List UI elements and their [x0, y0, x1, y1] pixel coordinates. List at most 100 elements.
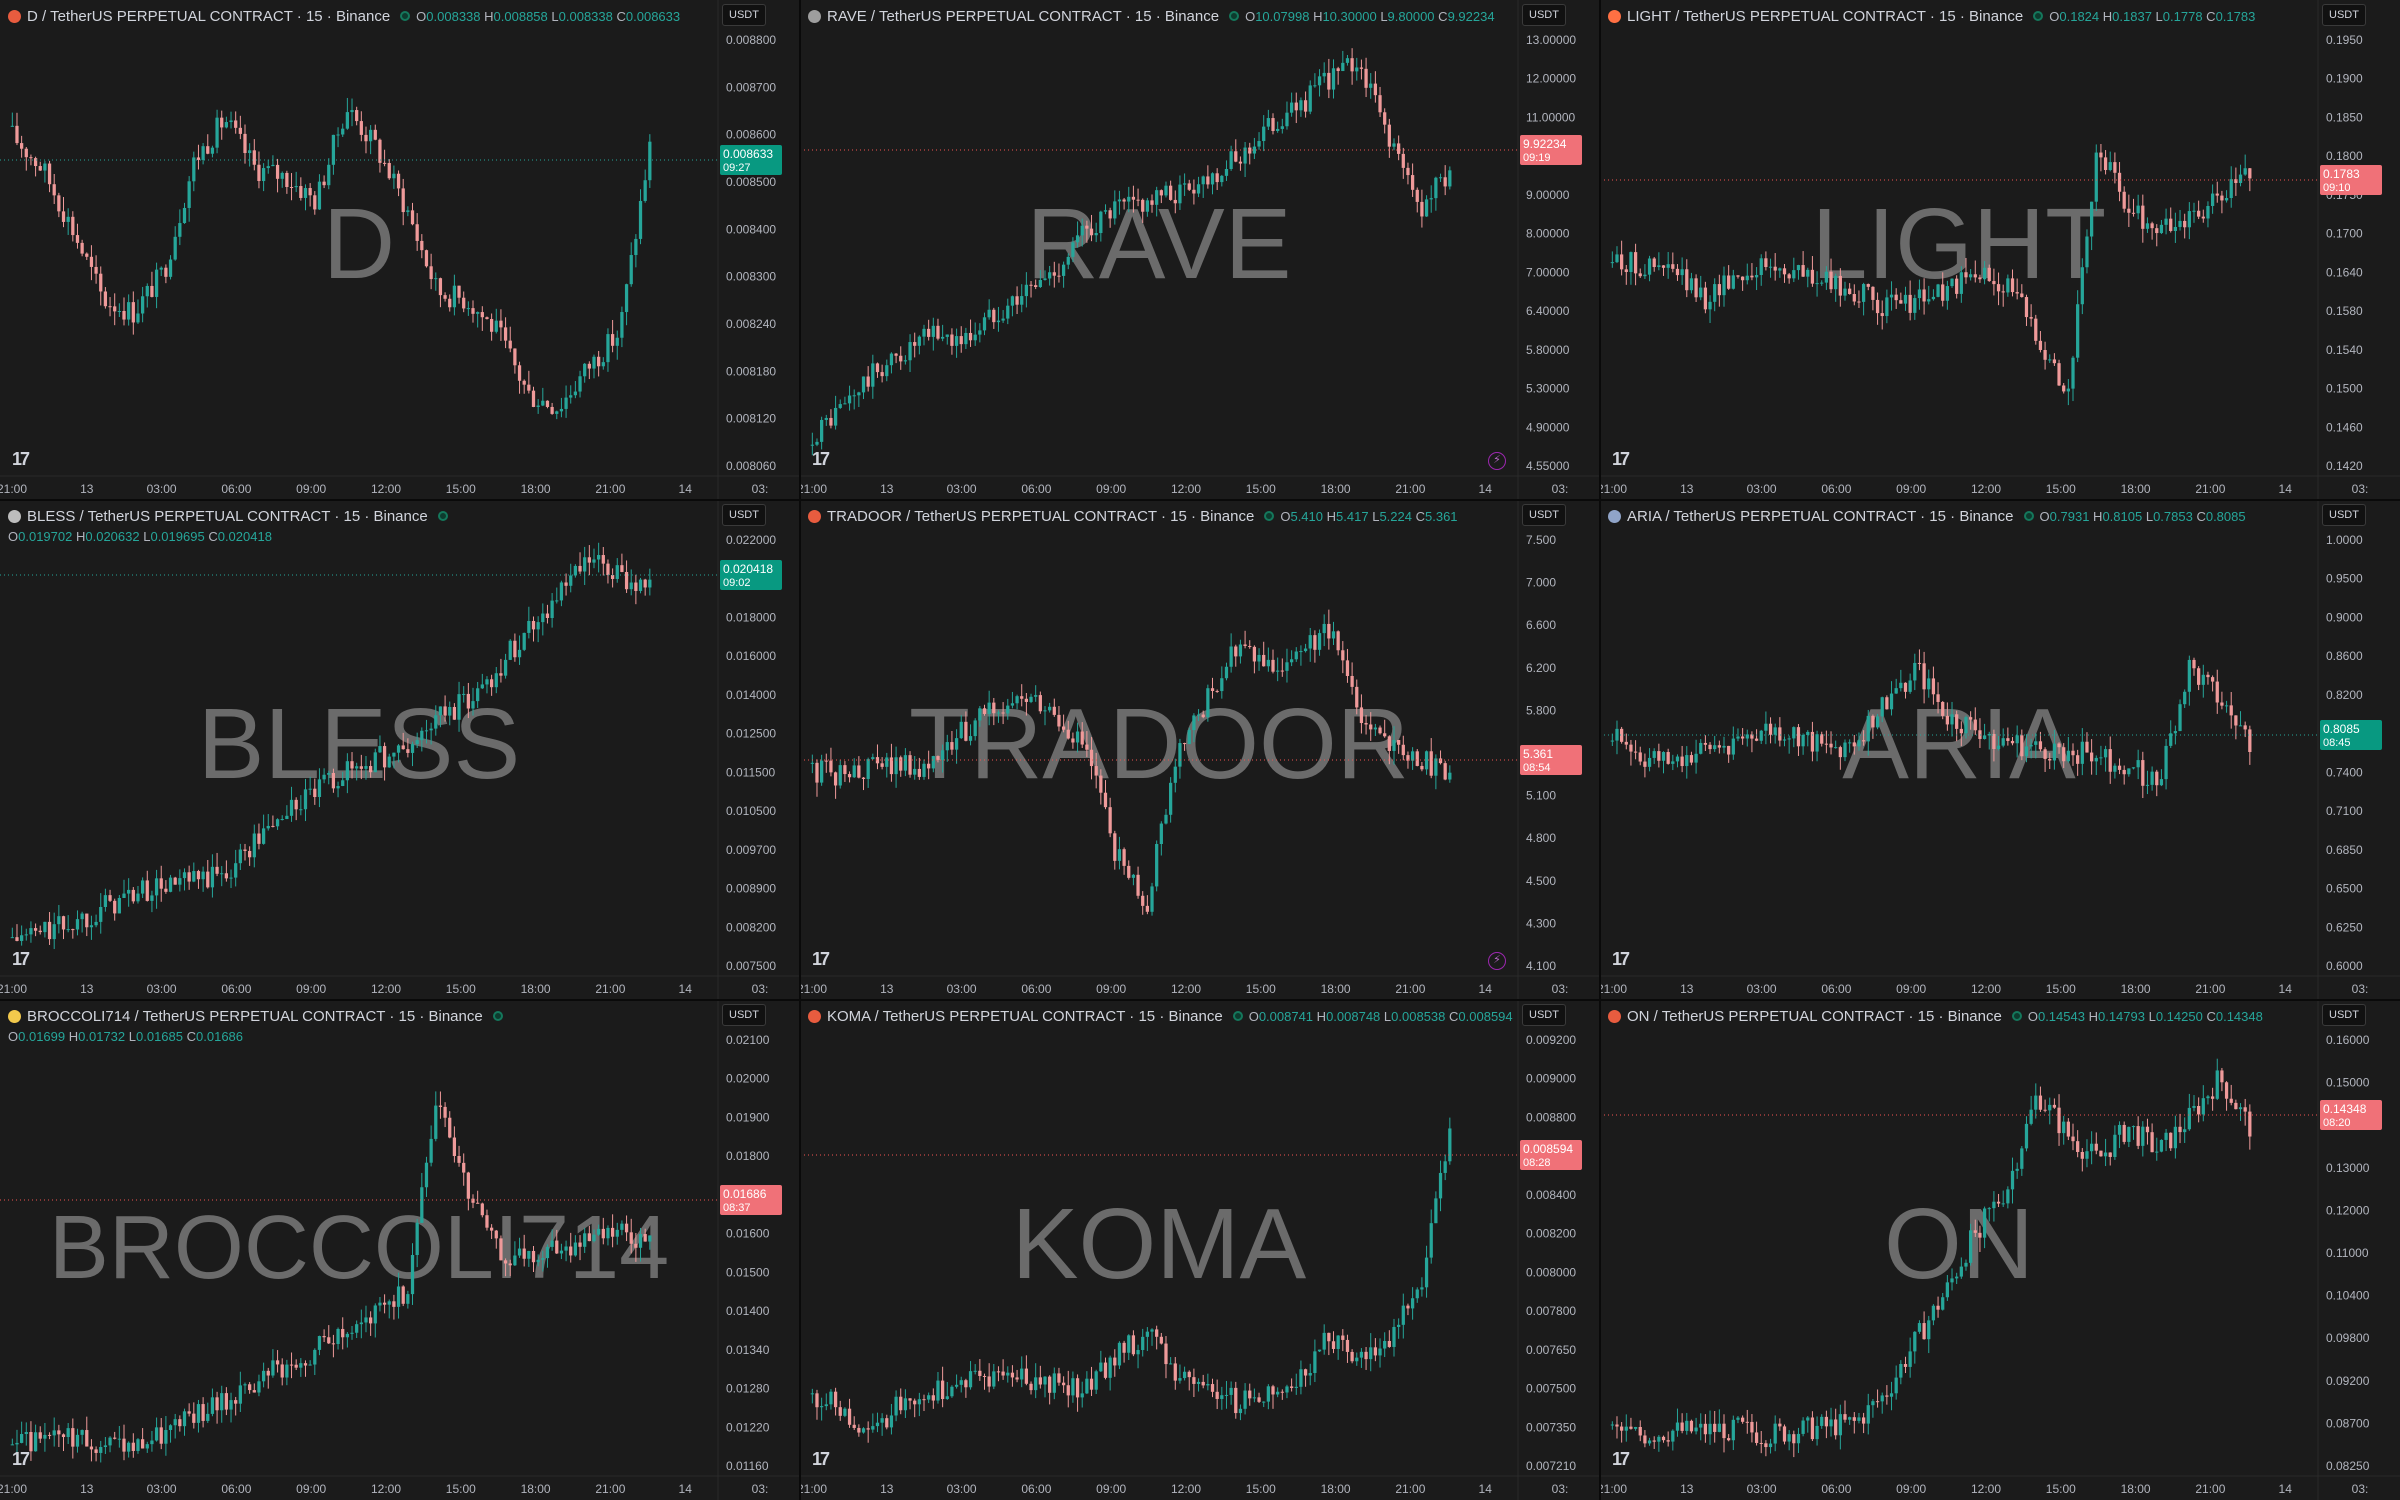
tradingview-logo-icon[interactable]: 17 [1612, 949, 1630, 969]
chart-panel-rave[interactable]: RAVE13.0000012.0000011.0000010.000009.00… [800, 0, 1600, 500]
candle [2043, 341, 2047, 370]
time-tick-label: 21:00 [1395, 482, 1425, 496]
candlestick-chart[interactable]: BLESS0.0220000.0200000.0180000.0160000.0… [0, 500, 800, 1000]
chart-panel-broccoli714[interactable]: BROCCOLI714 0.02100 0.02000 0.01900 0.01800 0… [0, 1000, 800, 1500]
price-tick-label: 5.800 [1526, 703, 1556, 717]
candlestick-chart[interactable]: BROCCOLI7140.021000.020000.019000.018000… [0, 1000, 800, 1500]
chart-header[interactable]: RAVE / TetherUS PERPETUAL CONTRACT · 15 … [808, 7, 1495, 25]
lightning-icon[interactable]: ⚡ [1488, 952, 1506, 970]
candle [1299, 1360, 1303, 1395]
candle [1308, 80, 1312, 115]
candle [15, 112, 19, 146]
currency-selector[interactable]: USDT [2322, 504, 2366, 526]
candlestick-chart[interactable]: ARIA1.00000.95000.90000.86000.82000.7800… [1600, 500, 2400, 1000]
time-tick-label: 21:00 [595, 482, 625, 496]
price-tick-label: 0.8600 [2326, 649, 2363, 663]
chart-panel-bless[interactable]: BLESS0.0220000.0200000.0180000.0160000.0… [0, 500, 800, 1000]
symbol-title[interactable]: D / TetherUS PERPETUAL CONTRACT · 15 · B… [27, 7, 391, 25]
ohlc-l: L0.008538 [1383, 1008, 1446, 1024]
currency-selector[interactable]: USDT [722, 504, 766, 526]
candle [1964, 1259, 1968, 1271]
candle [1155, 1325, 1159, 1350]
candlestick-chart[interactable]: D0.0088000.0087000.0086000.0085000.00840… [0, 0, 800, 500]
currency-selector[interactable]: USDT [2322, 4, 2366, 26]
chart-header[interactable]: ON / TetherUS PERPETUAL CONTRACT · 15 · … [1608, 1007, 2263, 1025]
symbol-title[interactable]: RAVE / TetherUS PERPETUAL CONTRACT · 15 … [827, 7, 1220, 25]
candle [1038, 691, 1042, 714]
candle [457, 1145, 461, 1167]
symbol-title[interactable]: ARIA / TetherUS PERPETUAL CONTRACT · 15 … [1627, 507, 2014, 525]
candle [75, 910, 80, 936]
chart-header[interactable]: BLESS / TetherUS PERPETUAL CONTRACT · 15… [8, 507, 448, 525]
currency-selector[interactable]: USDT [1522, 1004, 1566, 1026]
panel-divider[interactable] [0, 499, 2400, 501]
tradingview-logo-icon[interactable]: 17 [812, 949, 830, 969]
chart-header[interactable]: LIGHT / TetherUS PERPETUAL CONTRACT · 15… [1608, 7, 2255, 25]
chart-panel-aria[interactable]: ARIA1.00000.95000.90000.86000.82000.7800… [1600, 500, 2400, 1000]
symbol-title[interactable]: KOMA / TetherUS PERPETUAL CONTRACT · 15 … [827, 1007, 1223, 1025]
candle [940, 324, 945, 342]
candle [1815, 271, 1819, 297]
candle [331, 134, 336, 175]
panel-divider[interactable] [799, 0, 801, 1500]
candle [1796, 1427, 1801, 1453]
candlestick-chart[interactable]: RAVE13.0000012.0000011.0000010.000009.00… [800, 0, 1600, 500]
symbol-title[interactable]: LIGHT / TetherUS PERPETUAL CONTRACT · 15… [1627, 7, 2024, 25]
tradingview-logo-icon[interactable]: 17 [812, 1449, 830, 1469]
currency-selector[interactable]: USDT [2322, 1004, 2366, 1026]
chart-panel-tradoor[interactable]: TRADOOR7.5007.0006.6006.2005.8005.4005.1… [800, 500, 1600, 1000]
chart-header[interactable]: TRADOOR / TetherUS PERPETUAL CONTRACT · … [808, 507, 1458, 525]
bar-countdown: 09:19 [1523, 152, 1551, 164]
tradingview-logo-icon[interactable]: 17 [12, 1449, 30, 1469]
tradingview-logo-icon[interactable]: 17 [1612, 449, 1630, 469]
panel-divider[interactable] [1599, 0, 1601, 1500]
chart-header[interactable]: D / TetherUS PERPETUAL CONTRACT · 15 · B… [8, 7, 680, 25]
candle [2071, 355, 2075, 402]
candle [1703, 735, 1708, 752]
symbol-title[interactable]: BLESS / TetherUS PERPETUAL CONTRACT · 15… [27, 507, 428, 525]
symbol-title[interactable]: BROCCOLI714 / TetherUS PERPETUAL CONTRAC… [27, 1007, 483, 1025]
time-tick-label: 14 [679, 1482, 693, 1496]
tradingview-logo-icon[interactable]: 17 [12, 449, 30, 469]
candle [1434, 754, 1438, 790]
candle [406, 206, 410, 217]
chart-header[interactable]: BROCCOLI714 / TetherUS PERPETUAL CONTRAC… [8, 1007, 503, 1025]
candle [1787, 272, 1791, 284]
time-tick-label: 09:00 [296, 482, 326, 496]
candle [1057, 706, 1061, 732]
time-tick-label: 03:00 [947, 482, 977, 496]
candle [2150, 1123, 2154, 1153]
chart-panel-koma[interactable]: KOMA0.0092000.0090000.0088000.0086000.00… [800, 1000, 1600, 1500]
candlestick-chart[interactable]: ON0.160000.150000.140000.130000.120000.1… [1600, 1000, 2400, 1500]
candlestick-chart[interactable]: KOMA0.0092000.0090000.0088000.0086000.00… [800, 1000, 1600, 1500]
candlestick-chart[interactable]: TRADOOR7.5007.0006.6006.2005.8005.4005.1… [800, 500, 1600, 1000]
currency-selector[interactable]: USDT [722, 4, 766, 26]
candle [573, 381, 578, 399]
candle [1866, 1393, 1870, 1435]
candle [1689, 751, 1694, 766]
currency-selector[interactable]: USDT [722, 1004, 766, 1026]
candle [1364, 57, 1368, 98]
candle [1731, 726, 1735, 760]
currency-selector[interactable]: USDT [1522, 504, 1566, 526]
candle [899, 346, 903, 370]
candle [1266, 1384, 1270, 1410]
chart-panel-on[interactable]: ON0.160000.150000.140000.130000.120000.1… [1600, 1000, 2400, 1500]
chart-panel-d[interactable]: D 0.008800 0.008700 0.008600 0.008500 0.00840… [0, 0, 800, 500]
candle [1443, 1154, 1447, 1181]
chart-panel-light[interactable]: LIGHT0.19500.19000.18500.18000.17500.170… [1600, 0, 2400, 500]
currency-selector[interactable]: USDT [1522, 4, 1566, 26]
symbol-title[interactable]: TRADOOR / TetherUS PERPETUAL CONTRACT · … [827, 507, 1255, 525]
lightning-icon[interactable]: ⚡ [1488, 452, 1506, 470]
candle [1889, 681, 1894, 716]
tradingview-logo-icon[interactable]: 17 [812, 449, 830, 469]
chart-header[interactable]: ARIA / TetherUS PERPETUAL CONTRACT · 15 … [1608, 507, 2246, 525]
tradingview-logo-icon[interactable]: 17 [1612, 1449, 1630, 1469]
tradingview-logo-icon[interactable]: 17 [12, 949, 30, 969]
time-tick-label: 21:00 [0, 482, 27, 496]
candle [345, 1332, 349, 1348]
candlestick-chart[interactable]: LIGHT0.19500.19000.18500.18000.17500.170… [1600, 0, 2400, 500]
panel-divider[interactable] [0, 999, 2400, 1001]
symbol-title[interactable]: ON / TetherUS PERPETUAL CONTRACT · 15 · … [1627, 1007, 2002, 1025]
chart-header[interactable]: KOMA / TetherUS PERPETUAL CONTRACT · 15 … [808, 1007, 1513, 1025]
